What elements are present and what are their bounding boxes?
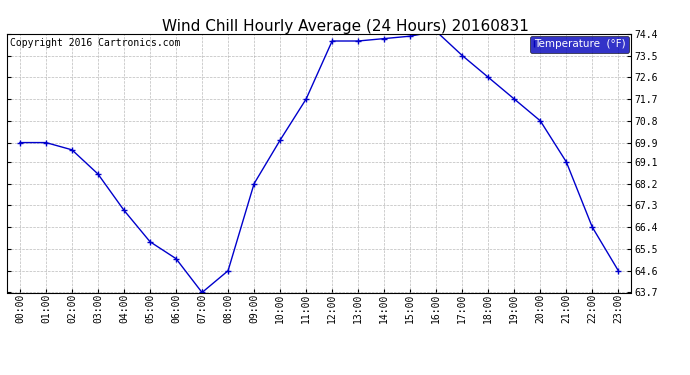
Text: Wind Chill Hourly Average (24 Hours) 20160831: Wind Chill Hourly Average (24 Hours) 201… (161, 19, 529, 34)
Text: Copyright 2016 Cartronics.com: Copyright 2016 Cartronics.com (10, 38, 181, 48)
Legend: Temperature  (°F): Temperature (°F) (531, 36, 629, 53)
